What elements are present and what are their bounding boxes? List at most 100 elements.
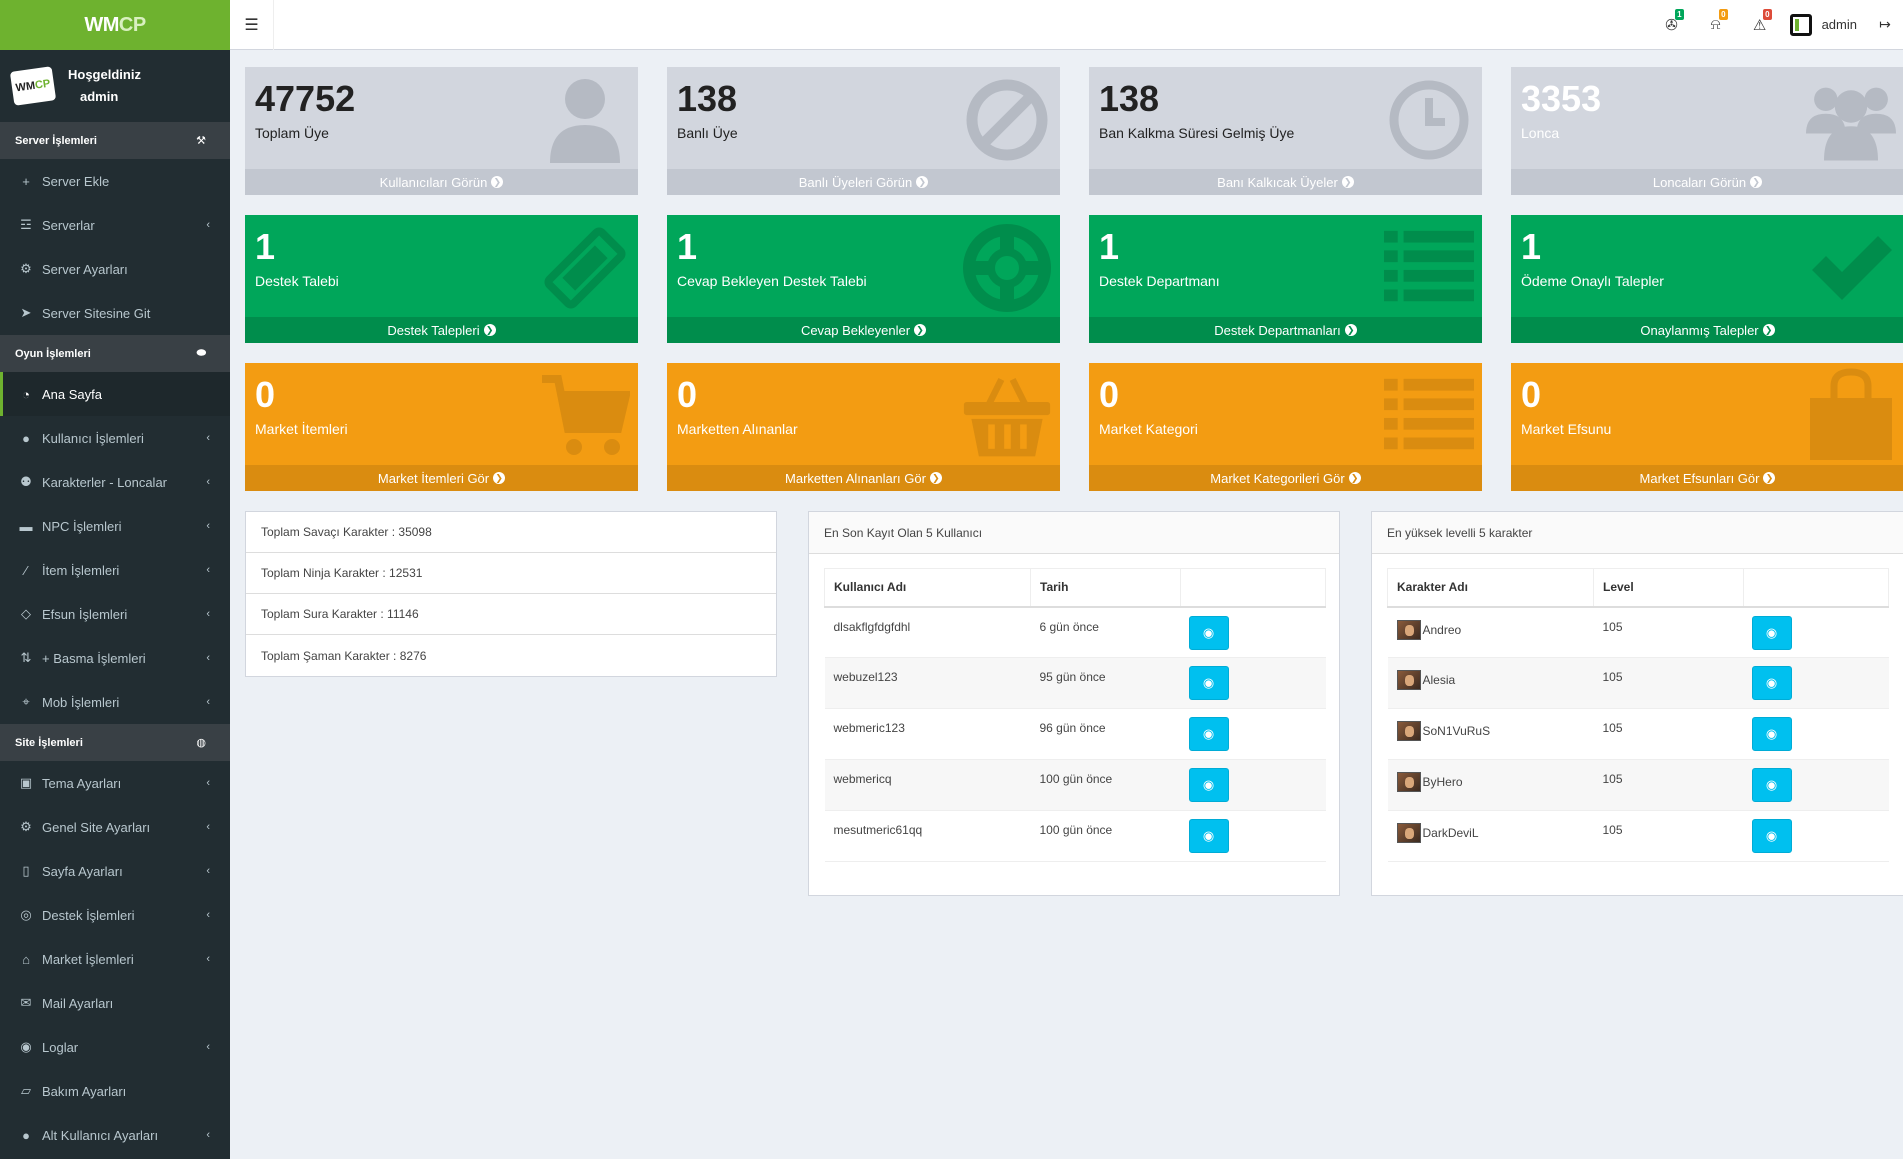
panel-title: En Son Kayıt Olan 5 Kullanıcı [809, 512, 1339, 554]
sidebar-item-market-i-lemleri[interactable]: ⌂ Market İşlemleri ‹ [0, 937, 230, 981]
chevron-left-icon: ‹ [206, 1129, 210, 1141]
list-icon [1384, 223, 1474, 313]
sidebar-item-loglar[interactable]: ◉ Loglar ‹ [0, 1025, 230, 1069]
level-cell: 105 [1593, 810, 1744, 862]
user-menu[interactable]: admin [1782, 0, 1867, 50]
sidebar-item-tema-ayarlar[interactable]: ▣ Tema Ayarları ‹ [0, 761, 230, 805]
sidebar-item-genel-site-ayarlar[interactable]: ⚙ Genel Site Ayarları ‹ [0, 805, 230, 849]
stat-label: Lonca [1521, 125, 1560, 141]
sidebar-item-ana-sayfa[interactable]: ◔ Ana Sayfa [0, 372, 230, 416]
sidebar-item-server-sitesine-git[interactable]: ➤ Server Sitesine Git [0, 291, 230, 335]
diamond-icon: ◇ [21, 606, 31, 621]
shopping-bag-icon [1806, 368, 1896, 461]
stat-box-link[interactable]: Market Kategorileri Gör ❯ [1089, 465, 1482, 491]
action-cell: ◉ [1180, 759, 1326, 811]
file-icon: ▯ [22, 863, 30, 878]
character-total-item: Toplam Ninja Karakter : 12531 [246, 553, 776, 594]
sidebar-item-efsun-i-lemleri[interactable]: ◇ Efsun İşlemleri ‹ [0, 592, 230, 636]
view-button[interactable]: ◉ [1188, 666, 1229, 700]
stat-box-link[interactable]: Onaylanmış Talepler ❯ [1511, 317, 1903, 343]
stat-box-link-label: Destek Talepleri [387, 322, 480, 338]
basket-icon [962, 371, 1052, 461]
stat-value: 138 [677, 78, 738, 119]
stat-label: Ban Kalkma Süresi Gelmiş Üye [1099, 125, 1295, 141]
sidebar-item-npc-i-lemleri[interactable]: ▬ NPC İşlemleri ‹ [0, 504, 230, 548]
sidebar-item-kullan-c-i-lemleri[interactable]: ● Kullanıcı İşlemleri ‹ [0, 416, 230, 460]
sidebar-item-sayfa-ayarlar[interactable]: ▯ Sayfa Ayarları ‹ [0, 849, 230, 893]
stat-box-link-label: Kullanıcıları Görün [379, 174, 488, 190]
sidebar-item-label: Alt Kullanıcı Ayarları [42, 1127, 159, 1143]
cog-icon: ⚙ [20, 819, 32, 834]
warning-icon[interactable]: ⚠ 0 [1738, 0, 1782, 50]
character-name-cell: SoN1VuRuS [1387, 708, 1594, 760]
stat-box-link[interactable]: Kullanıcıları Görün ❯ [245, 169, 638, 195]
sidebar-item-mob-i-lemleri[interactable]: ⌖ Mob İşlemleri ‹ [0, 680, 230, 724]
basket-icon: ⌂ [22, 951, 30, 967]
stat-box-link[interactable]: Market İtemleri Gör ❯ [245, 465, 638, 491]
sidebar-item-karakterler-loncalar[interactable]: ⚉ Karakterler - Loncalar ‹ [0, 460, 230, 504]
stat-value: 0 [255, 374, 276, 415]
eye-icon: ◉ [1202, 777, 1215, 792]
view-button[interactable]: ◉ [1751, 615, 1792, 650]
view-button[interactable]: ◉ [1751, 819, 1792, 853]
sidebar-item-server-ayarlar[interactable]: ⚙ Server Ayarları [0, 247, 230, 291]
level-cell: 105 [1593, 759, 1744, 811]
view-button[interactable]: ◉ [1188, 717, 1229, 751]
warning-icon-glyph: ⚠ [1752, 16, 1767, 34]
stat-box-link[interactable]: Banı Kalkıcak Üyeler ❯ [1089, 169, 1482, 195]
ticket-icon[interactable]: ✇ 1 [1650, 0, 1694, 50]
column-header [1180, 568, 1326, 608]
bell-icon[interactable]: ⍾ 0 [1694, 0, 1738, 50]
stat-box-link[interactable]: Destek Departmanları ❯ [1089, 317, 1482, 343]
clock-icon [1384, 75, 1474, 165]
stat-box-link[interactable]: Market Efsunları Gör ❯ [1511, 465, 1903, 491]
table-row: webmericq 100 gün önce ◉ [824, 759, 1326, 811]
stat-box-link[interactable]: Destek Talepleri ❯ [245, 317, 638, 343]
hamburger-icon[interactable]: ☰ [230, 0, 274, 50]
view-button[interactable]: ◉ [1188, 819, 1229, 853]
chevron-left-icon: ‹ [206, 476, 210, 488]
send-icon: ➤ [20, 305, 32, 320]
view-button[interactable]: ◉ [1188, 768, 1229, 802]
sidebar-item-i-tem-i-lemleri[interactable]: ∕ İtem İşlemleri ‹ [0, 548, 230, 592]
app-logo[interactable]: WM CP [0, 0, 230, 50]
stat-box-link[interactable]: Marketten Alınanları Gör ❯ [667, 465, 1060, 491]
stat-value: 47752 [255, 78, 356, 119]
stat-box-link[interactable]: Cevap Bekleyenler ❯ [667, 317, 1060, 343]
stat-box-link[interactable]: Banlı Üyeleri Görün ❯ [667, 169, 1060, 195]
character-name-cell: Alesia [1387, 657, 1594, 709]
level-cell: 105 [1593, 657, 1744, 709]
view-button[interactable]: ◉ [1188, 615, 1229, 650]
stat-box: 1 Ödeme Onaylı Talepler Onaylanmış Taleple… [1511, 215, 1903, 343]
user-menu-name: admin [1821, 17, 1857, 32]
sidebar-item-destek-i-lemleri[interactable]: ◎ Destek İşlemleri ‹ [0, 893, 230, 937]
view-button[interactable]: ◉ [1751, 768, 1792, 802]
stat-label: Ödeme Onaylı Talepler [1521, 273, 1664, 289]
user-icon: ● [22, 1127, 30, 1143]
sidebar-item-label: İtem İşlemleri [42, 562, 120, 578]
chevron-left-icon: ‹ [206, 1041, 210, 1053]
username-cell: webmericq [824, 759, 1031, 811]
sidebar-item-label: Serverlar [42, 217, 95, 233]
sidebar-item-label: Karakterler - Loncalar [42, 474, 167, 490]
sign-out-icon[interactable]: ↦ [1879, 16, 1891, 32]
sidebar-item-basma-i-lemleri[interactable]: ⇅ + Basma İşlemleri ‹ [0, 636, 230, 680]
stat-box: 0 Market İtemleri Market İtemleri Gör ❯ [245, 363, 638, 491]
server-icon: ☲ [20, 217, 32, 232]
sidebar-item-bak-m-ayarlar[interactable]: ▱ Bakım Ayarları [0, 1069, 230, 1113]
sidebar-item-server-ekle[interactable]: + Server Ekle [0, 159, 230, 203]
sidebar-item-alt-kullan-c-ayarlar[interactable]: ● Alt Kullanıcı Ayarları ‹ [0, 1113, 230, 1157]
view-button[interactable]: ◉ [1751, 717, 1792, 751]
notification-badge: 0 [1719, 8, 1728, 20]
sidebar-item-mail-ayarlar[interactable]: ✉ Mail Ayarları [0, 981, 230, 1025]
chevron-left-icon: ‹ [206, 953, 210, 965]
action-cell: ◉ [1180, 657, 1326, 709]
sidebar-item-serverlar[interactable]: ☲ Serverlar ‹ [0, 203, 230, 247]
dashboard-icon: ◔ [22, 386, 30, 402]
stat-box-link[interactable]: Loncaları Görün ❯ [1511, 169, 1903, 195]
top-characters-panel: En yüksek levelli 5 karakter Karakter Ad… [1371, 511, 1903, 896]
action-cell: ◉ [1743, 657, 1889, 709]
stat-box-body: 0 Market Efsunu [1511, 363, 1903, 465]
stat-label: Toplam Üye [255, 125, 329, 141]
view-button[interactable]: ◉ [1751, 666, 1792, 700]
